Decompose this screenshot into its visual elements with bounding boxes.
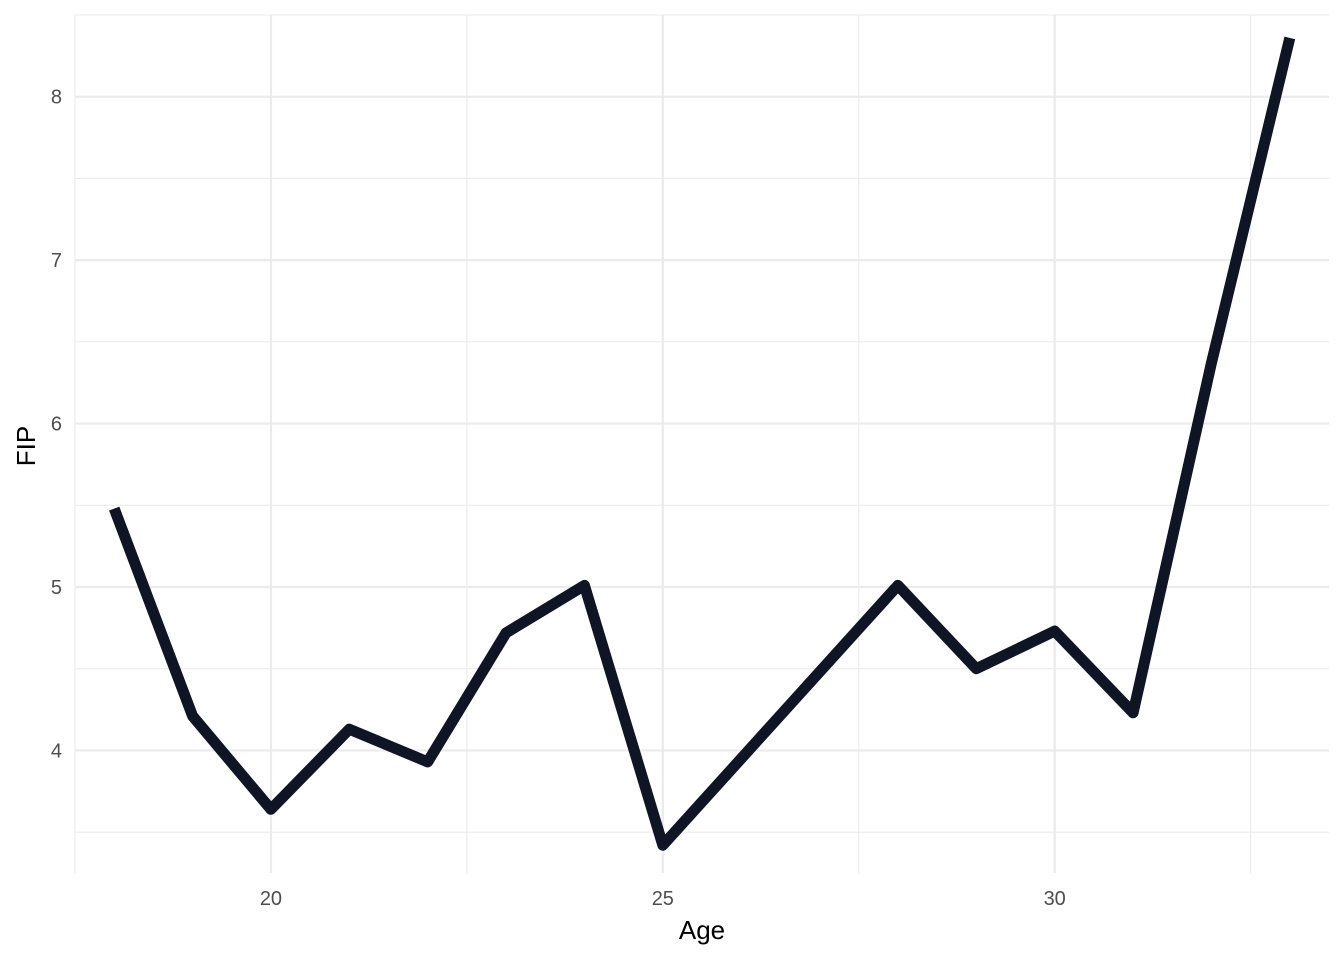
series-line: [109, 36, 1296, 851]
y-tick-label: 7: [51, 250, 62, 272]
tick-labels: 20 25 30 4 5 6 7 8: [51, 87, 1066, 910]
x-tick-label: 30: [1044, 888, 1066, 910]
y-tick-label: 4: [51, 740, 62, 762]
y-tick-label: 5: [51, 577, 62, 599]
y-tick-label: 8: [51, 87, 62, 109]
x-axis-title: Age: [679, 915, 725, 945]
y-tick-label: 6: [51, 414, 62, 436]
x-tick-label: 20: [260, 888, 282, 910]
series-lines: [109, 36, 1296, 851]
major-gridlines: [75, 15, 1329, 873]
y-axis-title: FIP: [11, 426, 41, 466]
minor-gridlines: [74, 14, 1329, 873]
x-tick-label: 25: [652, 888, 674, 910]
